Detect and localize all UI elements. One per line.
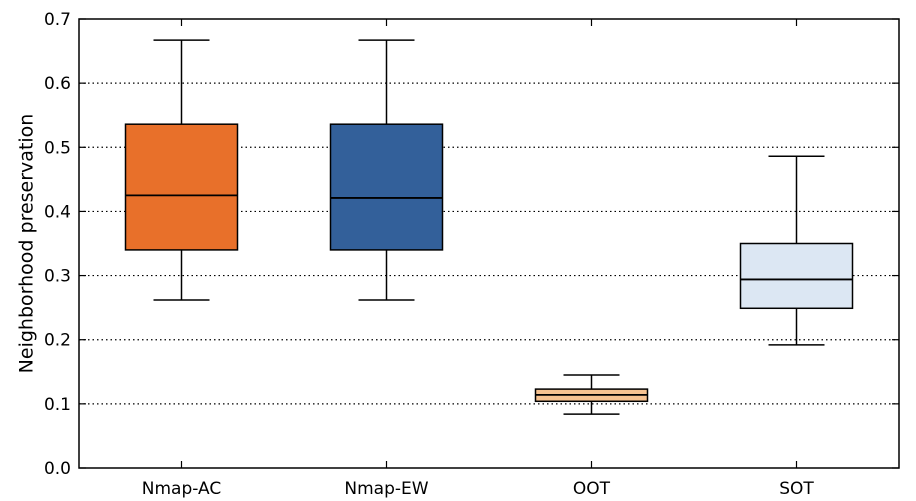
iqr-box (124, 123, 239, 251)
y-tick-label: 0.6 (44, 74, 71, 94)
box-nmap-ac (124, 39, 239, 301)
box-sot (739, 155, 854, 346)
y-tick-label: 0.5 (44, 138, 71, 158)
plot-frame (78, 18, 900, 469)
y-tick-label: 0.1 (44, 395, 71, 415)
y-axis-label: Neighborhood preservation (16, 114, 38, 374)
x-tick-label: OOT (573, 479, 611, 499)
gridlines (79, 82, 899, 405)
y-axis-ticks: 0.0 0.1 0.2 0.3 0.4 0.5 0.6 0.7 (44, 10, 899, 479)
y-tick-label: 0.4 (44, 202, 71, 222)
x-tick-label: Nmap-EW (344, 479, 428, 499)
y-tick-label: 0.3 (44, 267, 71, 287)
iqr-box (329, 123, 444, 251)
x-tick-label: Nmap-AC (142, 479, 221, 499)
y-tick-label: 0.0 (44, 459, 71, 479)
y-tick-label: 0.2 (44, 331, 71, 351)
boxes (124, 39, 854, 415)
box-nmap-ew (329, 39, 444, 301)
box-oot (534, 374, 649, 415)
x-tick-label: SOT (779, 479, 814, 499)
y-tick-label: 0.7 (44, 10, 71, 30)
x-axis-ticks: Nmap-AC Nmap-EW OOT SOT (142, 19, 814, 499)
iqr-box (739, 242, 854, 310)
